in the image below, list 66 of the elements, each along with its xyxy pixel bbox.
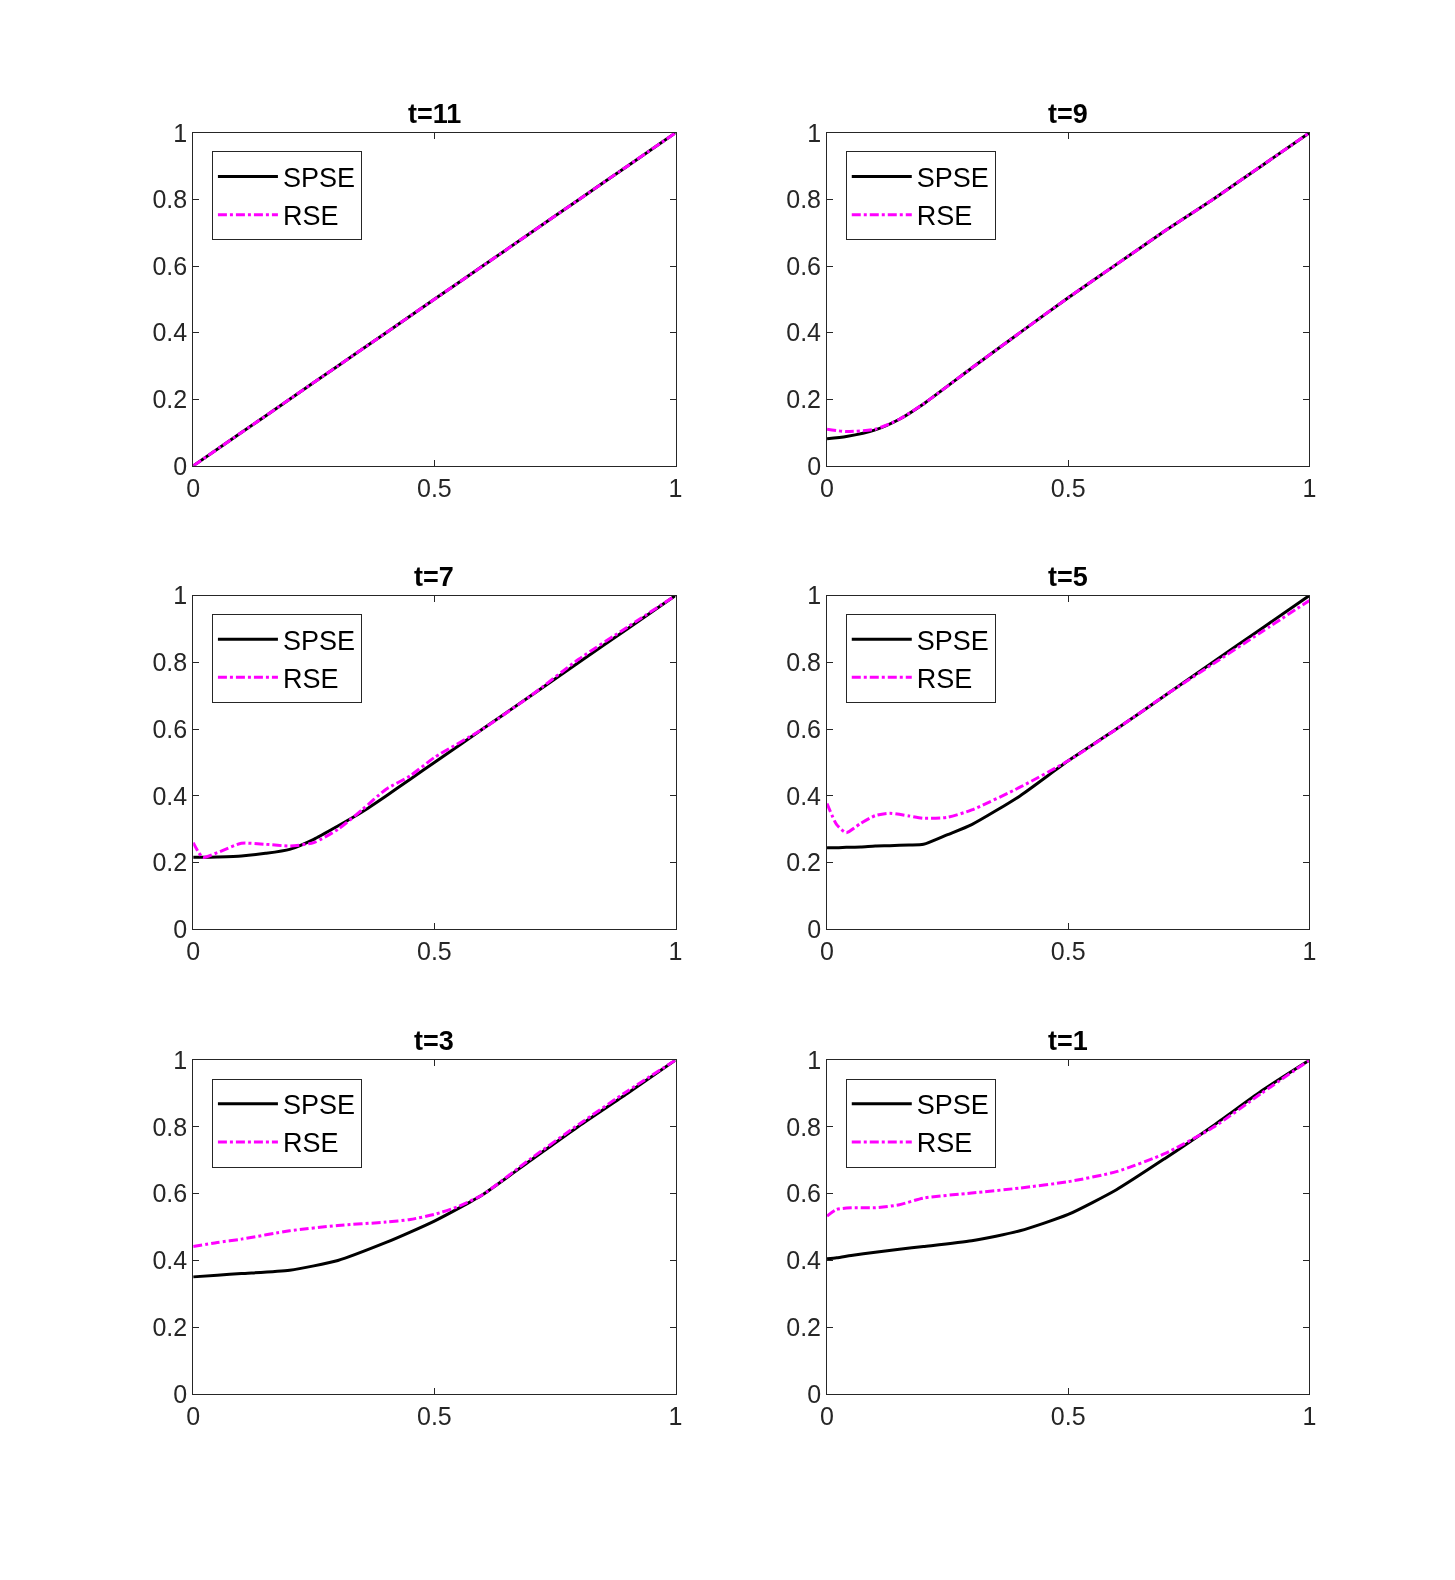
y-tick-label: 0 <box>807 1379 822 1408</box>
y-tick-label: 0.4 <box>786 781 822 810</box>
chart-title: t=9 <box>1048 99 1088 129</box>
y-tick-label: 1 <box>807 118 822 147</box>
legend-label: RSE <box>282 1128 339 1159</box>
y-tick-label: 0.4 <box>152 1246 188 1275</box>
legend-label: SPSE <box>282 1090 355 1121</box>
y-tick-label: 0.8 <box>786 648 822 677</box>
legend-label: RSE <box>916 1128 973 1159</box>
y-tick-label: 0.2 <box>786 385 822 413</box>
chart-title: t=7 <box>414 562 454 592</box>
x-tick-label: 1 <box>1302 1402 1317 1431</box>
y-tick-label: 0.2 <box>152 848 188 877</box>
y-tick-label: 1 <box>173 1045 188 1074</box>
x-tick-label: 1 <box>668 937 683 966</box>
y-tick-label: 0.6 <box>786 251 822 280</box>
x-tick-label: 0.5 <box>1050 473 1086 502</box>
y-tick-label: 0.8 <box>152 648 188 677</box>
y-tick-label: 0.2 <box>152 385 188 413</box>
y-tick-label: 0.2 <box>786 1313 822 1342</box>
y-tick-label: 0.8 <box>786 1112 822 1141</box>
y-tick-label: 0 <box>173 915 188 944</box>
y-tick-label: 0.4 <box>152 318 188 347</box>
y-tick-label: 1 <box>173 581 188 610</box>
legend-label: SPSE <box>916 625 989 656</box>
x-tick-label: 0.5 <box>1050 1402 1086 1431</box>
legend-label: RSE <box>282 201 339 232</box>
y-tick-label: 0.6 <box>786 1179 822 1208</box>
y-tick-label: 0.8 <box>152 185 188 214</box>
legend-label: SPSE <box>916 1090 989 1121</box>
x-tick-label: 0.5 <box>416 937 452 966</box>
chart-title: t=1 <box>1048 1026 1088 1056</box>
y-tick-label: 0.6 <box>152 251 188 280</box>
x-tick-label: 1 <box>668 473 683 502</box>
y-tick-label: 0 <box>807 451 822 480</box>
legend-label: RSE <box>282 663 339 694</box>
y-tick-label: 0.6 <box>152 714 188 743</box>
chart-title: t=11 <box>408 99 462 129</box>
y-tick-label: 0 <box>173 451 188 480</box>
x-tick-label: 1 <box>1302 937 1317 966</box>
chart-title: t=3 <box>414 1026 454 1056</box>
legend-label: SPSE <box>282 163 355 194</box>
chart-title: t=5 <box>1048 562 1088 592</box>
y-tick-label: 0.8 <box>152 1112 188 1141</box>
y-tick-label: 0.6 <box>786 714 822 743</box>
y-tick-label: 0.4 <box>786 1246 822 1275</box>
x-tick-label: 0.5 <box>416 473 452 502</box>
y-tick-label: 0.4 <box>152 781 188 810</box>
y-tick-label: 0 <box>807 915 822 944</box>
x-tick-label: 0.5 <box>1050 937 1086 966</box>
y-tick-label: 0.4 <box>786 318 822 347</box>
y-tick-label: 0 <box>173 1379 188 1408</box>
y-tick-label: 1 <box>173 118 188 147</box>
legend-label: RSE <box>916 663 973 694</box>
y-tick-label: 1 <box>807 581 822 610</box>
legend-label: RSE <box>916 201 973 232</box>
x-tick-label: 1 <box>668 1402 683 1431</box>
y-tick-label: 1 <box>807 1045 822 1074</box>
x-tick-label: 0.5 <box>416 1402 452 1431</box>
x-tick-label: 1 <box>1302 473 1317 502</box>
y-tick-label: 0.2 <box>152 1313 188 1342</box>
legend-label: SPSE <box>916 163 989 194</box>
legend-label: SPSE <box>282 625 355 656</box>
y-tick-label: 0.8 <box>786 185 822 214</box>
y-tick-label: 0.2 <box>786 848 822 877</box>
y-tick-label: 0.6 <box>152 1179 188 1208</box>
